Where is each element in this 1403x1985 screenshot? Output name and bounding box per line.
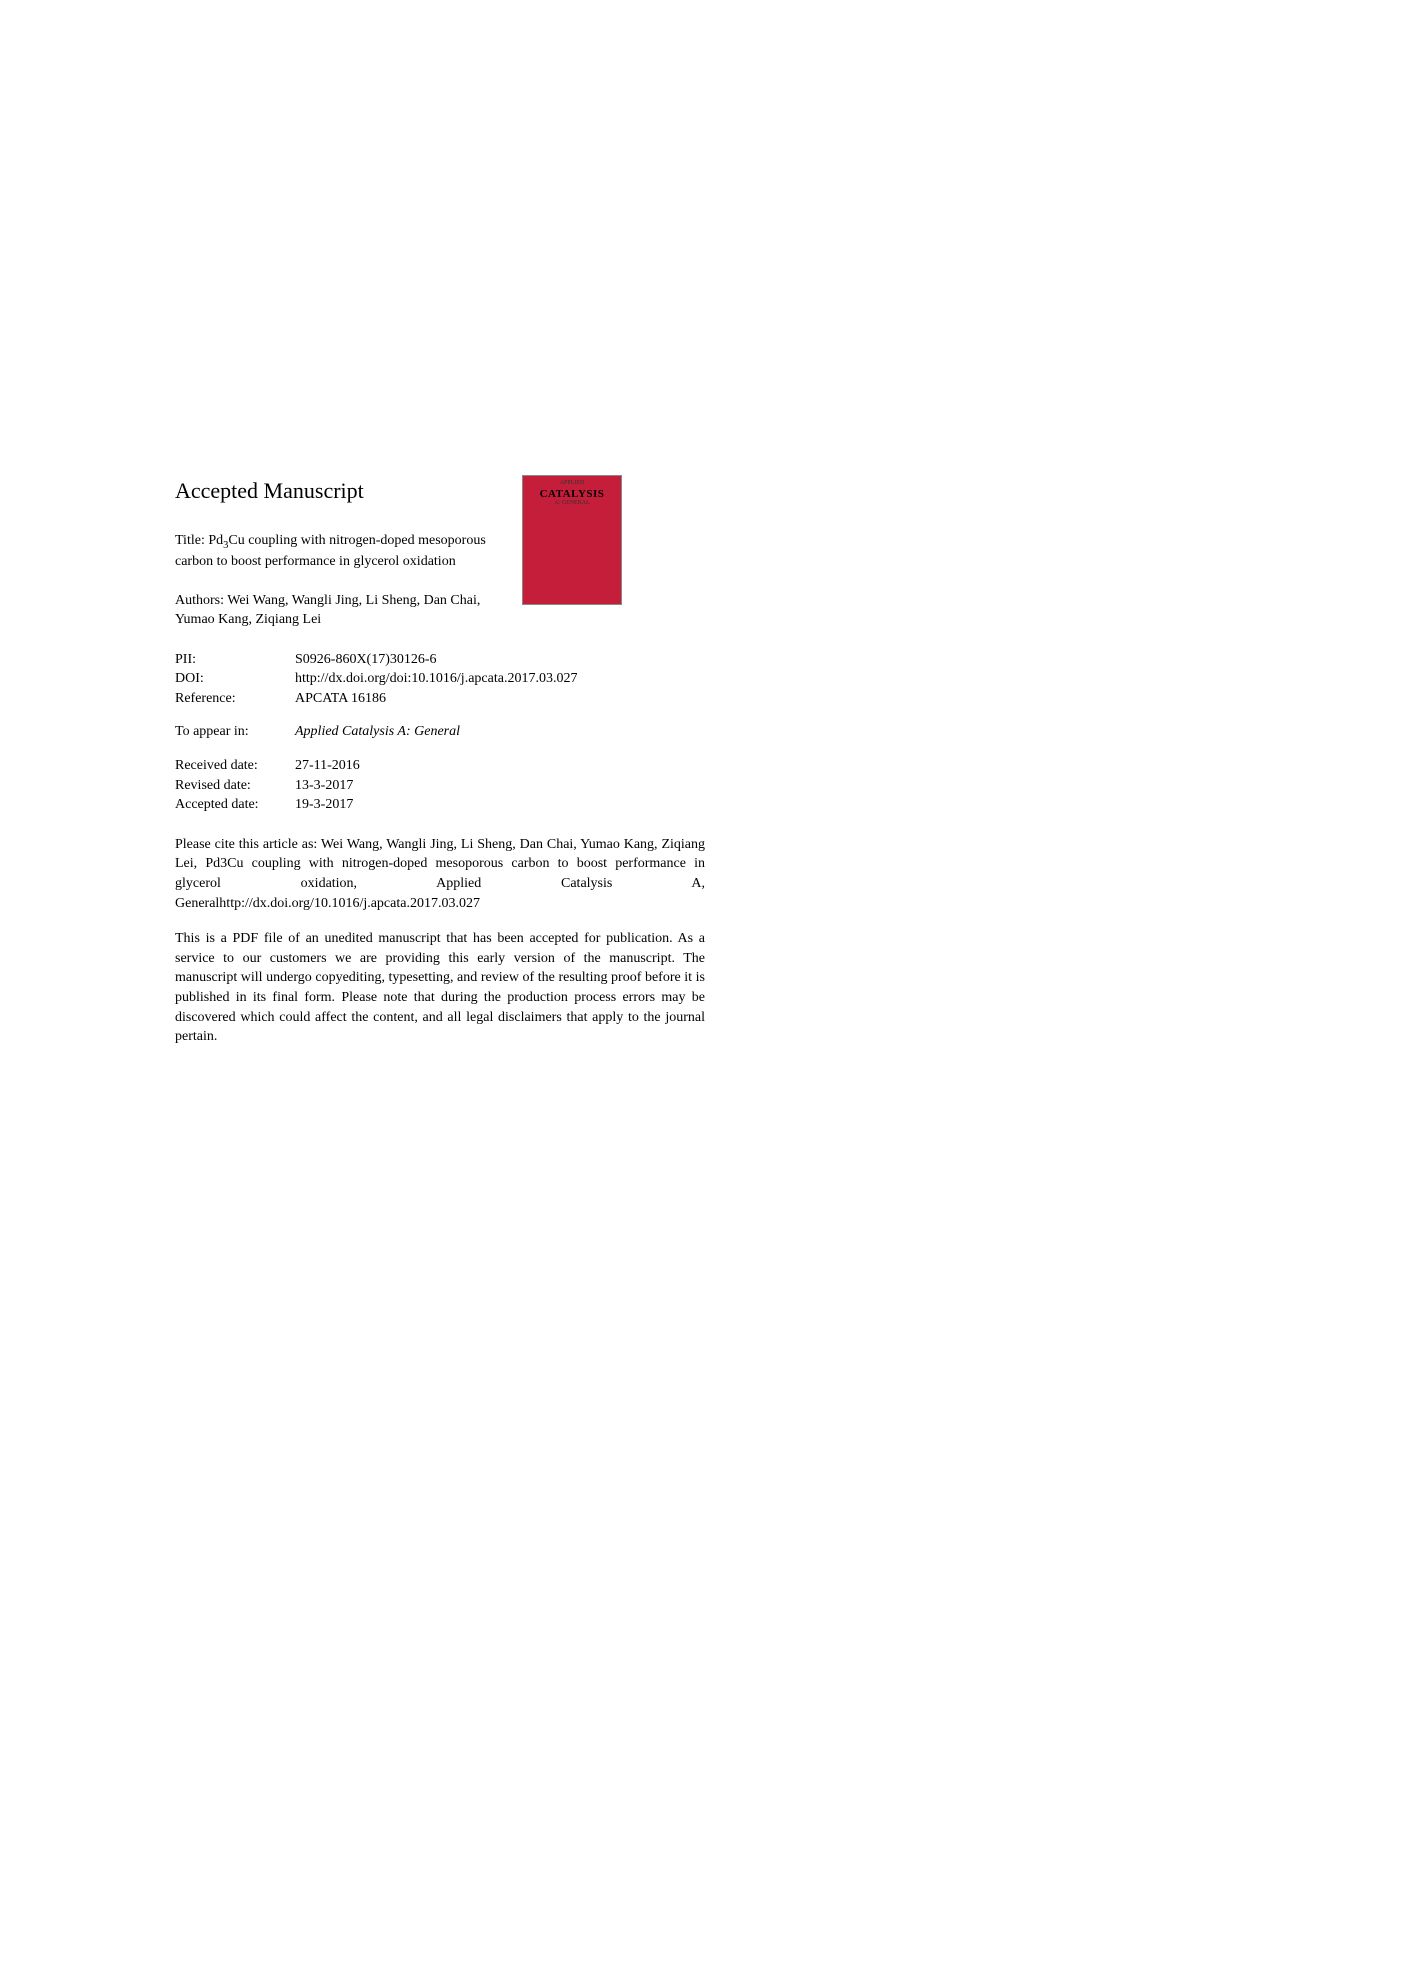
metadata-dates: Received date: 27-11-2016 Revised date: … — [175, 756, 705, 815]
received-value: 27-11-2016 — [295, 756, 705, 776]
appear-row: To appear in: Applied Catalysis A: Gener… — [175, 722, 705, 742]
citation-text: Please cite this article as: Wei Wang, W… — [175, 835, 705, 913]
pii-value: S0926-860X(17)30126-6 — [295, 650, 705, 670]
received-label: Received date: — [175, 756, 295, 776]
doi-value: http://dx.doi.org/doi:10.1016/j.apcata.2… — [295, 669, 705, 689]
reference-row: Reference: APCATA 16186 — [175, 689, 705, 709]
page-heading: Accepted Manuscript — [175, 478, 695, 504]
authors-block: Authors: Wei Wang, Wangli Jing, Li Sheng… — [175, 592, 520, 630]
pii-label: PII: — [175, 650, 295, 670]
received-row: Received date: 27-11-2016 — [175, 756, 705, 776]
manuscript-content: Accepted Manuscript Title: Pd3Cu couplin… — [175, 478, 695, 1047]
doi-label: DOI: — [175, 669, 295, 689]
accepted-label: Accepted date: — [175, 795, 295, 815]
authors-prefix: Authors: — [175, 593, 227, 608]
revised-value: 13-3-2017 — [295, 776, 705, 796]
pii-row: PII: S0926-860X(17)30126-6 — [175, 650, 705, 670]
metadata-identifiers: PII: S0926-860X(17)30126-6 DOI: http://d… — [175, 650, 705, 709]
title-block: Title: Pd3Cu coupling with nitrogen-dope… — [175, 532, 515, 572]
accepted-row: Accepted date: 19-3-2017 — [175, 795, 705, 815]
revised-row: Revised date: 13-3-2017 — [175, 776, 705, 796]
disclaimer-text: This is a PDF file of an unedited manusc… — [175, 929, 705, 1047]
revised-label: Revised date: — [175, 776, 295, 796]
doi-row: DOI: http://dx.doi.org/doi:10.1016/j.apc… — [175, 669, 705, 689]
title-prefix: Title: Pd — [175, 533, 223, 548]
reference-label: Reference: — [175, 689, 295, 709]
accepted-value: 19-3-2017 — [295, 795, 705, 815]
appear-value: Applied Catalysis A: General — [295, 722, 705, 742]
appear-label: To appear in: — [175, 722, 295, 742]
metadata-appear: To appear in: Applied Catalysis A: Gener… — [175, 722, 705, 742]
reference-value: APCATA 16186 — [295, 689, 705, 709]
